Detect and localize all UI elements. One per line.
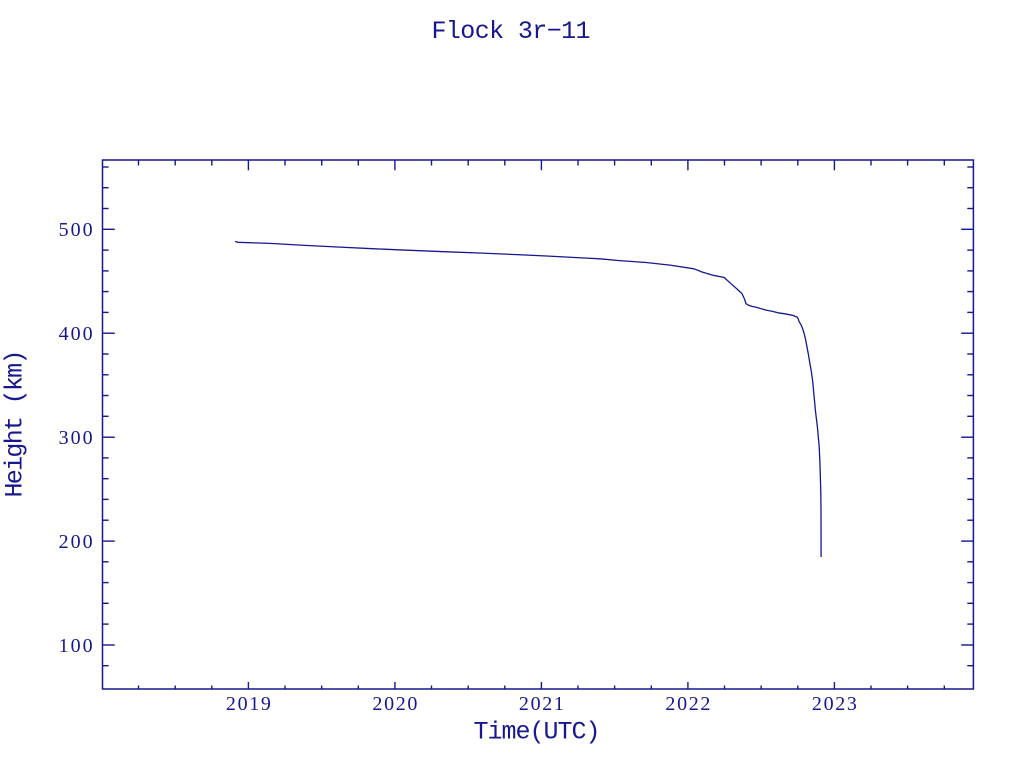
svg-text:200: 200: [59, 531, 93, 553]
svg-text:2023: 2023: [812, 693, 857, 715]
svg-text:Flock 3r−11: Flock 3r−11: [432, 17, 591, 46]
svg-text:Height (km): Height (km): [1, 350, 30, 498]
svg-text:Time(UTC): Time(UTC): [474, 718, 601, 747]
svg-text:2021: 2021: [519, 693, 564, 715]
svg-text:2022: 2022: [665, 693, 710, 715]
svg-text:2020: 2020: [372, 693, 417, 715]
svg-text:100: 100: [59, 635, 93, 657]
svg-text:400: 400: [59, 323, 93, 345]
svg-text:2019: 2019: [226, 693, 271, 715]
svg-text:500: 500: [59, 219, 93, 241]
svg-text:300: 300: [59, 427, 93, 449]
